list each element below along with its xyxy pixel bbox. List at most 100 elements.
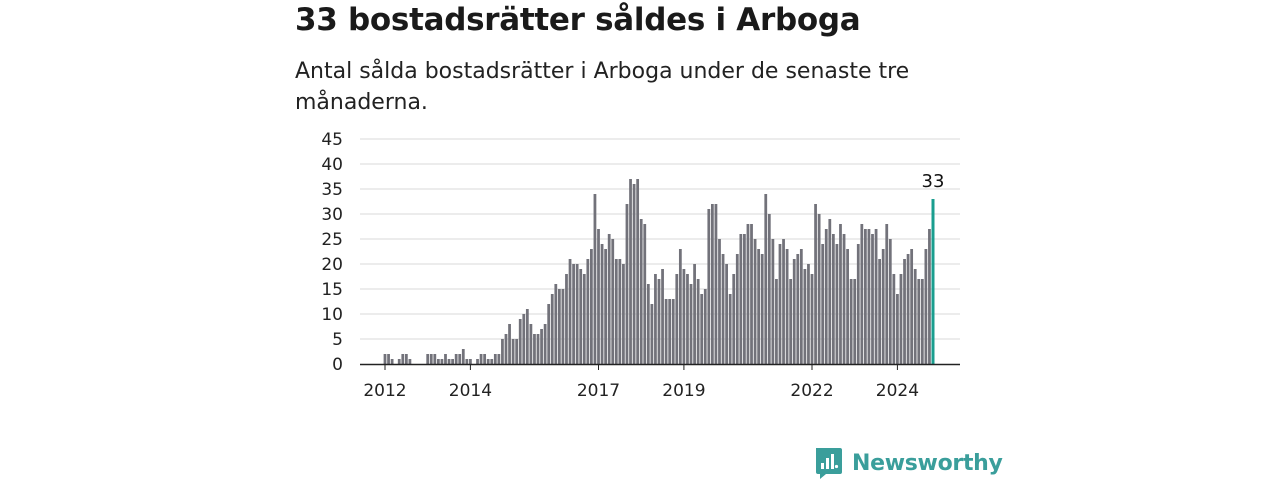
bar — [525, 309, 529, 364]
bar — [678, 249, 682, 364]
bar — [700, 294, 704, 364]
brand-name: Newsworthy — [852, 450, 1003, 476]
y-tick-label: 15 — [321, 280, 343, 300]
bar — [479, 354, 483, 364]
bar — [792, 259, 796, 364]
bar — [878, 259, 882, 364]
bar — [796, 254, 800, 364]
bar — [568, 259, 572, 364]
bar — [622, 264, 625, 364]
bar — [444, 354, 447, 364]
x-tick-label: 2012 — [363, 381, 406, 401]
bar — [590, 249, 593, 364]
bar — [458, 354, 462, 364]
bar — [810, 274, 814, 364]
bar — [654, 274, 657, 364]
y-tick-label: 10 — [321, 305, 343, 325]
chart-title: 33 bostadsrätter såldes i Arboga — [295, 2, 861, 38]
bar — [824, 229, 828, 364]
bar — [789, 279, 793, 364]
bar — [710, 204, 714, 364]
bar — [561, 289, 565, 364]
bar — [703, 289, 707, 364]
bar — [465, 359, 469, 364]
bar — [803, 269, 807, 364]
bar — [661, 269, 664, 364]
bar — [871, 234, 874, 364]
bar — [607, 234, 611, 364]
bar — [920, 279, 924, 364]
bar — [511, 339, 515, 364]
bar — [461, 349, 465, 364]
bar — [785, 249, 789, 364]
bar — [436, 359, 440, 364]
bar — [675, 274, 679, 364]
bar — [401, 354, 405, 364]
bar — [735, 254, 739, 364]
newsworthy-icon — [816, 448, 842, 479]
bar — [782, 239, 785, 364]
bar — [835, 244, 839, 364]
chart-subtitle: Antal sålda bostadsrätter i Arboga under… — [295, 59, 910, 115]
bar — [646, 284, 650, 364]
bar — [387, 354, 390, 364]
bar — [454, 354, 458, 364]
bar — [550, 294, 554, 364]
y-tick-label: 40 — [321, 155, 343, 175]
bar — [579, 269, 583, 364]
bar — [476, 359, 479, 364]
bar — [508, 324, 511, 364]
x-tick-label: 2022 — [790, 381, 833, 401]
bar — [397, 359, 401, 364]
bar — [383, 354, 387, 364]
bar — [529, 324, 533, 364]
value-annotation: 33 — [922, 171, 945, 192]
bar — [757, 249, 761, 364]
bar — [721, 254, 725, 364]
bar — [821, 244, 825, 364]
bar — [849, 279, 853, 364]
bar — [518, 319, 522, 364]
bar — [753, 239, 757, 364]
bar — [557, 289, 561, 364]
bar — [860, 224, 864, 364]
bar — [856, 244, 860, 364]
bar — [540, 329, 543, 364]
bar — [671, 299, 675, 364]
bar — [728, 294, 732, 364]
bar — [657, 279, 661, 364]
bar — [614, 259, 618, 364]
y-tick-label: 25 — [321, 230, 343, 250]
bar — [668, 299, 672, 364]
bar — [390, 359, 394, 364]
bar — [572, 264, 575, 364]
bar — [743, 234, 746, 364]
bar — [404, 354, 408, 364]
bar — [807, 264, 810, 364]
y-tick-label: 35 — [321, 180, 343, 200]
bar — [842, 234, 846, 364]
bar — [593, 194, 597, 364]
bar — [429, 354, 433, 364]
bar — [629, 179, 632, 364]
bar — [831, 234, 835, 364]
bar — [597, 229, 600, 364]
x-tick-label: 2019 — [662, 381, 705, 401]
bar — [817, 214, 821, 364]
bar — [899, 274, 903, 364]
bar — [814, 204, 817, 364]
bar — [910, 249, 914, 364]
bar — [611, 239, 615, 364]
bar — [600, 244, 604, 364]
bar — [714, 204, 718, 364]
bar — [775, 279, 778, 364]
bar — [732, 274, 736, 364]
bar — [885, 224, 889, 364]
x-tick-label: 2014 — [449, 381, 492, 401]
bar — [767, 214, 771, 364]
bar — [896, 294, 899, 364]
bar — [864, 229, 867, 364]
bar — [686, 274, 689, 364]
y-tick-label: 20 — [321, 255, 343, 275]
bar — [664, 299, 668, 364]
